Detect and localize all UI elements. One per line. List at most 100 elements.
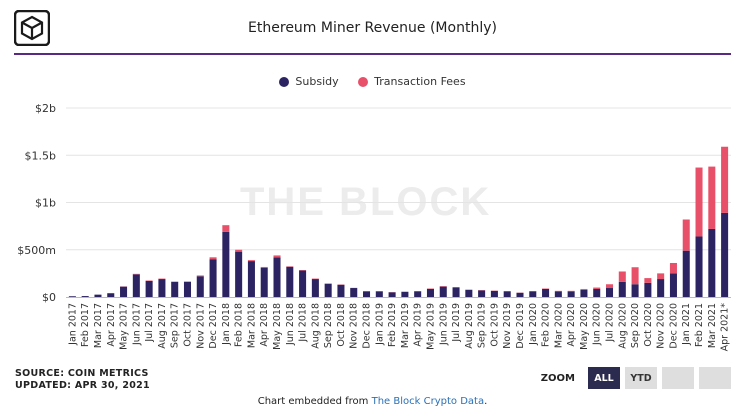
bar-subsidy [94, 294, 102, 297]
bar-subsidy [605, 288, 614, 297]
bar-subsidy [324, 283, 332, 297]
chart-title: Ethereum Miner Revenue (Monthly) [248, 20, 497, 36]
x-tick-label: Feb 2020 [541, 303, 552, 347]
x-tick-label: Aug 2019 [464, 303, 475, 349]
footer-prefix: Chart embedded from [257, 396, 372, 407]
legend-item-fees[interactable]: Transaction Fees [358, 75, 466, 88]
bar-subsidy [209, 259, 217, 297]
zoom-option-button[interactable] [662, 367, 694, 389]
bar-subsidy [657, 279, 665, 297]
x-tick-label: Feb 2021 [694, 303, 705, 347]
bar-subsidy [120, 286, 128, 297]
bar-subsidy [478, 290, 486, 297]
x-tick-label: Mar 2021 [707, 303, 718, 348]
zoom-controls: ZOOM ALL YTD [541, 367, 731, 389]
x-tick-label: Aug 2020 [617, 303, 628, 349]
bar-fees [273, 255, 281, 258]
bar-subsidy [107, 293, 115, 297]
bar-fees [196, 275, 204, 277]
updated-line: UPDATED: APR 30, 2021 [15, 380, 150, 391]
bar-subsidy [644, 282, 652, 297]
x-tick-label: Nov 2019 [502, 303, 513, 349]
x-tick-label: Oct 2020 [643, 303, 654, 347]
x-tick-label: Apr 2020 [566, 303, 577, 347]
x-tick-label: Jan 2017 [67, 303, 78, 346]
bar-subsidy [158, 279, 166, 297]
y-tick-label: $1.5b [25, 149, 56, 162]
bar-fees [669, 262, 677, 274]
x-tick-label: Jul 2020 [605, 303, 616, 343]
x-tick-label: May 2020 [579, 303, 590, 350]
legend-label-subsidy: Subsidy [295, 75, 339, 88]
x-tick-label: Jan 2021 [681, 303, 692, 346]
bar-subsidy [273, 257, 281, 297]
chart-legend: Subsidy Transaction Fees [0, 75, 745, 90]
bar-subsidy [68, 296, 76, 297]
bar-fees [708, 166, 716, 229]
y-tick-label: $2b [35, 102, 56, 115]
x-tick-label: Sep 2017 [170, 303, 181, 348]
bar-fees [695, 167, 703, 237]
bar-subsidy [721, 212, 729, 297]
bar-subsidy [682, 250, 690, 297]
x-tick-label: Jul 2018 [298, 303, 309, 343]
x-tick-label: Nov 2020 [656, 303, 667, 349]
y-tick-label: $500m [17, 244, 56, 257]
legend-dot-subsidy [279, 76, 290, 87]
bar-fees [644, 278, 652, 283]
bar-subsidy [132, 274, 140, 297]
footer-suffix: . [484, 396, 488, 407]
x-tick-label: Jan 2018 [221, 303, 232, 346]
x-tick-label: Mar 2019 [400, 303, 411, 348]
x-tick-label: Dec 2019 [515, 303, 526, 349]
bar-subsidy [503, 291, 511, 297]
bar-subsidy [363, 291, 371, 297]
y-tick-label: $1b [35, 197, 56, 210]
bar-fees [618, 271, 626, 282]
legend-label-fees: Transaction Fees [374, 75, 466, 88]
x-tick-label: Oct 2017 [182, 303, 193, 347]
x-tick-label: Dec 2017 [208, 303, 219, 349]
bar-subsidy [580, 289, 588, 297]
x-tick-label: Nov 2018 [349, 303, 360, 349]
bar-subsidy [311, 279, 319, 297]
header-divider [14, 53, 731, 55]
bar-subsidy [618, 281, 626, 297]
x-tick-label: Sep 2019 [477, 303, 488, 348]
the-block-data-link[interactable]: The Block Crypto Data [371, 396, 485, 407]
bar-subsidy [708, 228, 716, 297]
bar-subsidy [414, 291, 422, 297]
x-tick-label: Oct 2018 [336, 303, 347, 347]
bar-fees [222, 225, 230, 232]
zoom-ytd-button[interactable]: YTD [625, 367, 657, 389]
legend-item-subsidy[interactable]: Subsidy [279, 75, 339, 88]
x-tick-label: May 2019 [425, 303, 436, 350]
x-tick-label: May 2018 [272, 303, 283, 350]
x-tick-label: Oct 2019 [489, 303, 500, 347]
zoom-all-button[interactable]: ALL [588, 367, 620, 389]
bar-subsidy [286, 266, 294, 297]
x-tick-label: May 2017 [119, 303, 130, 350]
bar-subsidy [196, 276, 204, 297]
zoom-option-button[interactable] [699, 367, 731, 389]
x-tick-label: Jun 2018 [285, 303, 296, 346]
bar-subsidy [222, 231, 230, 297]
x-tick-label: Jan 2020 [528, 303, 539, 346]
bar-subsidy [247, 261, 255, 297]
bar-subsidy [529, 291, 537, 297]
bar-subsidy [350, 288, 358, 297]
bar-subsidy [401, 291, 409, 297]
bar-subsidy [337, 284, 345, 297]
bar-subsidy [465, 289, 473, 297]
x-tick-label: Jan 2019 [374, 303, 385, 346]
bar-fees [682, 219, 690, 251]
x-tick-label: Apr 2018 [259, 303, 270, 347]
x-tick-label: Dec 2018 [362, 303, 373, 349]
x-tick-label: Feb 2019 [387, 303, 398, 347]
x-tick-label: Jun 2019 [438, 303, 449, 346]
bar-subsidy [235, 251, 243, 297]
x-tick-label: Feb 2018 [234, 303, 245, 347]
x-tick-label: Mar 2018 [246, 303, 257, 348]
bar-subsidy [516, 292, 524, 297]
bar-subsidy [183, 281, 192, 297]
